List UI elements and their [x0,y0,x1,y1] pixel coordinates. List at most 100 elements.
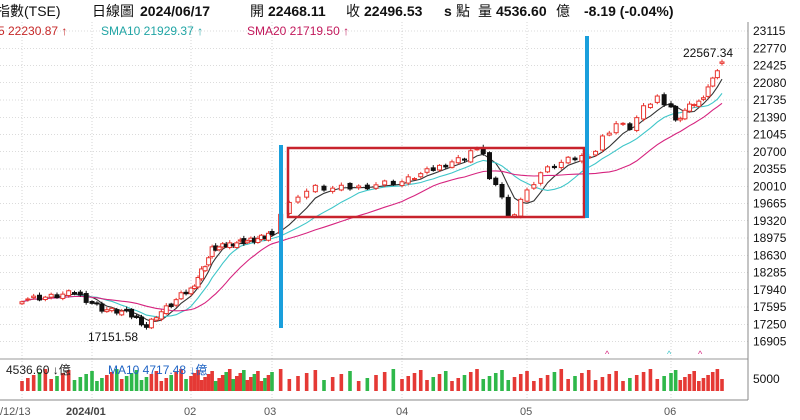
volume-bar [252,374,257,391]
volume-bar [450,381,454,391]
candlestick [48,292,54,300]
candlestick [654,94,660,105]
candle-body [158,311,164,320]
candlestick [60,291,66,301]
candlestick [443,163,449,170]
candlestick [72,290,77,296]
x-tick-label: 04 [396,406,408,418]
candlestick [399,179,405,188]
volume-bar [296,376,300,391]
volume-bar [443,371,448,391]
candle-body [330,187,336,192]
volume-bar [669,373,673,391]
candlestick [129,308,135,320]
axis-layer: 23115 22770 22425 22080 21735 21390 21045 20700… [0,24,787,418]
candle-body [691,104,697,107]
consolidation-highlight-box [286,146,586,219]
candlestick [265,231,271,242]
candle-body [687,103,693,112]
y-tick-label: 18285 [753,266,787,280]
volume-bar [72,380,77,391]
candlestick [661,92,667,107]
volume-bar [270,372,274,391]
volume-bar [518,374,523,391]
signal-marker: ^ [605,349,610,359]
candle-body [705,86,711,97]
volume-bar [431,377,436,391]
volume-bar [400,379,404,391]
candlestick [572,156,578,162]
candlestick [710,76,716,88]
candlestick [682,108,688,121]
volume-bar [313,370,318,391]
candlestick [356,184,362,190]
candlestick [593,150,599,157]
candle-body [195,277,201,288]
candlestick [700,95,706,102]
candle-body [163,305,169,315]
volume-bar [287,379,292,391]
volume-bar [245,380,250,391]
volume-bar [614,371,618,391]
candlestick [493,176,499,187]
candle-body [373,184,379,189]
volume-bar [129,373,134,391]
y-tick-label: 22080 [753,76,787,90]
candlestick [691,103,697,108]
volume-bar [31,375,36,391]
candlestick [158,309,164,322]
volume-bar [66,370,71,391]
header-background [0,0,800,22]
volume-bar [481,379,486,391]
candlestick [54,292,60,299]
candle-body [405,176,411,184]
candlestick [634,115,640,133]
candle-body [613,123,619,134]
candlestick [195,275,201,289]
volume-bar [43,369,48,391]
volume-bar [124,376,129,391]
volume-bar [49,379,53,391]
moving-average-lines [21,78,723,322]
volume-bar [348,371,352,391]
candle-body [668,103,674,108]
candlestick [153,315,159,322]
candle-body [129,308,135,318]
candlestick [109,307,115,313]
candlestick [163,303,169,315]
sma20-line [21,102,723,312]
close-price: 22496.53 [364,3,423,19]
candle-body [153,317,159,321]
legend-sma5: 5 22230.87 ↑ [0,24,67,38]
candlestick [499,182,505,200]
legend-sma20: SMA20 21719.50 ↑ [247,24,349,38]
candle-body [430,167,436,171]
volume-bar [468,372,473,391]
candle-body [654,95,660,103]
volume-bar [249,377,253,391]
candlesticks [19,59,725,330]
candlestick [134,314,140,319]
volume-bar [493,373,498,391]
candlestick [518,197,524,219]
candlestick [295,194,301,204]
volume-bar [586,370,591,391]
index-title: 指數(TSE) [0,3,61,19]
candle-body [77,291,83,296]
volume-bar [210,371,214,391]
volume-bar [159,381,164,391]
candle-body [418,173,424,178]
candlestick [487,151,492,180]
volume-bar [462,375,467,391]
candlestick [418,171,424,179]
volume-bar [224,372,229,391]
candle-body [209,246,215,257]
y-tick-label: 19320 [753,214,787,228]
candle-body [551,165,557,169]
open-price: 22468.11 [268,3,326,19]
candlestick [558,159,564,170]
candlestick [269,228,275,237]
candle-body [468,150,474,163]
volume-bar [169,375,173,391]
